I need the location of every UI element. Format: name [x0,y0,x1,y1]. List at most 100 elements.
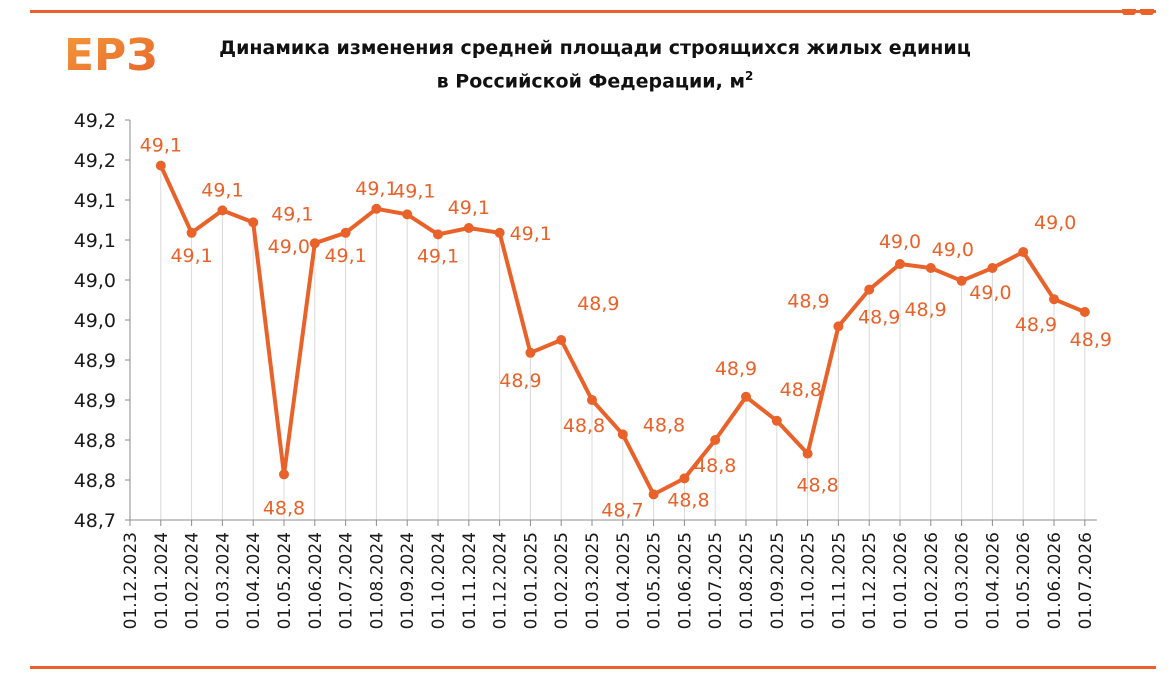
data-point [987,263,998,273]
data-label: 49,1 [271,203,313,225]
x-tick-label: 01.04.2025 [614,532,634,629]
x-tick-label: 01.07.2026 [1076,532,1096,629]
erz-logo: ЕРЗ [64,30,156,78]
data-label: 49,1 [201,179,243,201]
data-label: 49,0 [969,282,1011,304]
y-tick-label: 49,0 [74,270,116,292]
x-tick-label: 01.12.2025 [860,532,880,629]
data-point [279,469,289,480]
x-tick-label: 01.03.2024 [213,532,233,629]
x-tick-label: 01.01.2026 [891,532,911,629]
x-tick-label: 01.05.2024 [275,532,295,629]
data-label: 48,9 [787,290,829,312]
data-point [186,227,197,238]
data-label: 48,8 [643,414,685,436]
x-tick-label: 01.02.2024 [183,532,203,629]
data-point [494,227,505,238]
x-tick-label: 01.05.2025 [645,532,665,629]
data-label: 49,1 [393,180,435,202]
data-label: 48,7 [601,499,643,521]
data-point [463,223,474,233]
data-point [217,205,228,216]
data-label: 49,0 [932,239,974,261]
x-tick-label: 01.10.2024 [429,532,449,629]
chart-title-line2-text: в Российской Федерации, м [436,70,745,93]
corner-mark [1118,0,1154,15]
data-point [1079,307,1090,317]
data-label: 49,1 [324,245,366,267]
data-label: 49,0 [879,231,921,253]
x-tick-label: 01.11.2025 [829,532,849,629]
data-label-layer: 49,149,149,149,148,849,0 49,149,149,149,1… [140,135,1112,522]
data-label: 48,9 [904,299,946,321]
data-point [895,259,905,269]
data-point [340,227,351,238]
data-label: 49,1 [355,178,397,200]
data-point [587,395,597,405]
y-tick-label: 49,1 [74,230,116,252]
data-point [556,335,567,345]
data-label: 49,1 [140,135,182,157]
data-label: 48,9 [1070,329,1112,351]
chart-title: Динамика изменения средней площади строя… [160,34,1030,95]
x-tick-label: 01.01.2025 [521,532,541,629]
x-tick-label: 01.06.2025 [675,532,695,629]
data-point [741,391,751,402]
x-tick-label: 01.04.2024 [244,532,264,629]
x-tick-label: 01.03.2026 [953,532,973,629]
data-point [1018,247,1029,257]
x-tick-label: 01.01.2024 [152,532,172,629]
data-label: 49,0 [268,236,310,258]
x-tick-label: 01.07.2024 [337,532,357,629]
data-point [309,238,320,249]
x-tick-label: 01.05.2026 [1014,532,1034,629]
chart-title-sup: 2 [745,69,754,83]
chart-title-line2: в Российской Федерации, м2 [160,62,1030,95]
x-tick-label: 01.12.2024 [491,532,511,629]
x-tick-label: 01.02.2026 [922,532,942,629]
data-label: 48,8 [263,497,305,519]
data-label: 48,9 [1015,314,1057,336]
data-point [710,435,721,445]
y-tick-label: 48,9 [74,350,116,372]
data-label: 49,0 [1034,212,1076,234]
x-tick-label: 01.10.2025 [799,532,819,629]
data-point [617,429,628,440]
y-tick-label: 48,8 [74,430,116,452]
data-point [248,217,259,228]
x-tick-label: 01.09.2024 [398,532,418,629]
x-tick-label: 01.06.2024 [306,532,326,629]
x-tick-label: 01.07.2025 [706,532,726,629]
y-tick-label: 49,2 [74,150,116,172]
data-point [525,347,536,358]
y-tick-label: 49,0 [74,310,116,332]
logo-text: ЕРЗ [64,30,156,78]
data-label: 48,8 [780,379,822,401]
chart-title-line1: Динамика изменения средней площади строя… [219,37,971,59]
data-point [402,209,413,220]
data-point [433,229,443,240]
data-point [864,284,875,295]
data-point [1049,294,1059,305]
data-label: 48,9 [715,358,757,380]
y-tick-label: 48,8 [74,470,116,492]
x-tick-label: 01.12.2023 [121,532,141,629]
data-label: 49,1 [448,197,490,219]
data-label: 48,8 [796,475,838,497]
data-label: 48,9 [858,307,900,329]
grid-layer [160,165,1086,520]
data-label: 49,1 [170,245,212,267]
y-tick-label: 49,1 [74,190,116,212]
data-point [679,473,690,484]
data-label: 48,9 [577,293,619,315]
data-point [155,160,166,171]
x-tick-label: 01.08.2024 [367,532,387,629]
y-tick-label: 48,7 [74,510,116,532]
data-point [371,203,382,214]
top-rule [30,10,1156,13]
data-label: 49,1 [417,245,459,267]
data-point [956,275,967,286]
x-tick-label: 01.08.2025 [737,532,757,629]
data-point [648,489,659,500]
